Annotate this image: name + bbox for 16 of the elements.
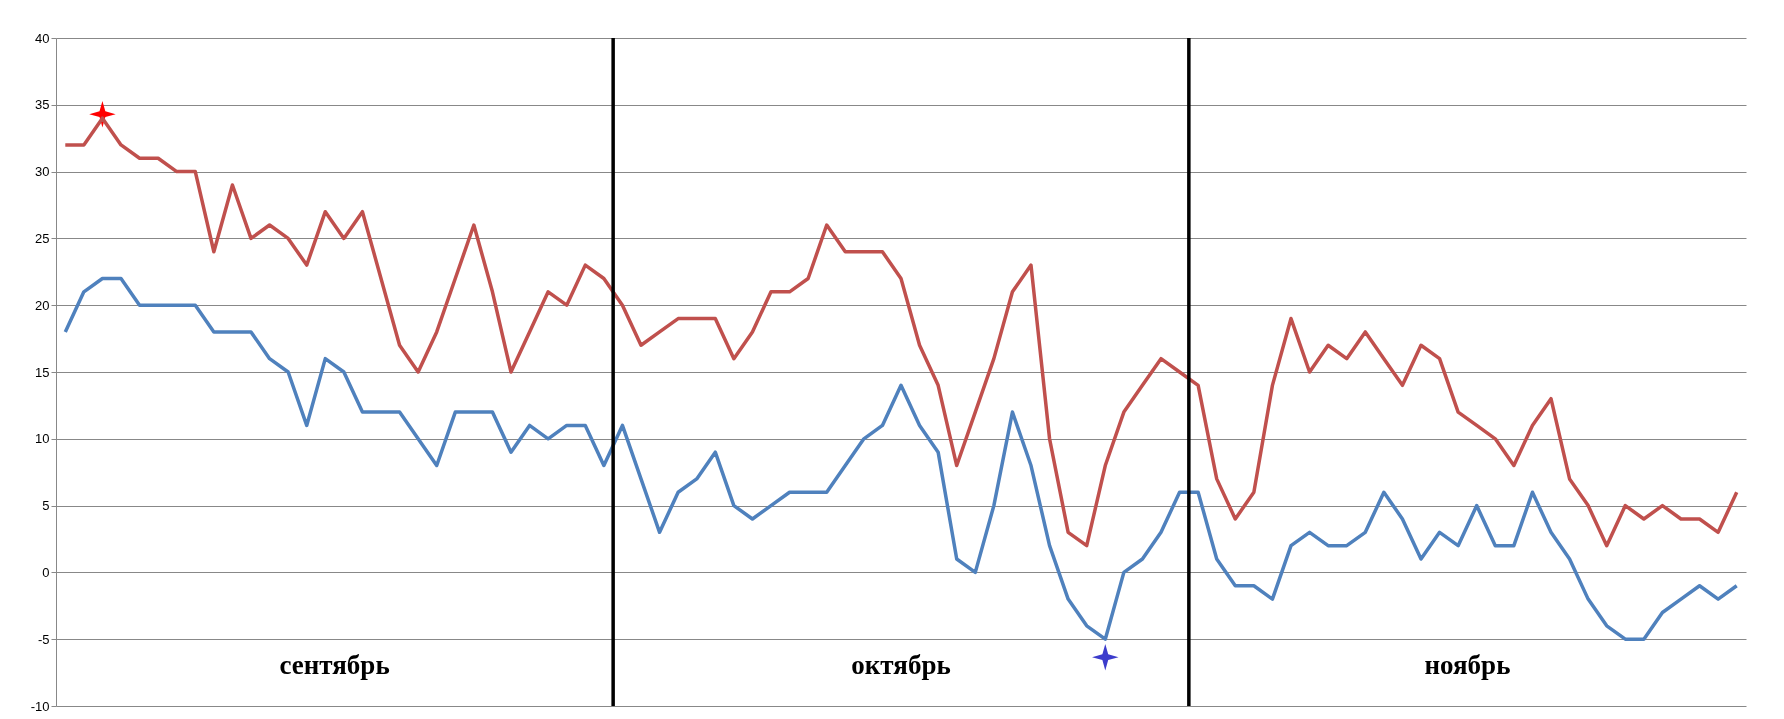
y-tick-label: 40 (35, 30, 50, 46)
line-series (63, 116, 1739, 548)
annotation: октябрь (851, 650, 951, 680)
y-tick-label: 35 (35, 97, 50, 113)
y-tick-label: 5 (42, 498, 50, 514)
line-series (63, 276, 1739, 641)
y-tick-label: -10 (30, 698, 50, 714)
y-tick-label: 10 (35, 431, 50, 447)
y-tick-label: 30 (35, 164, 50, 180)
y-tick-label: 20 (35, 297, 50, 313)
annotation: сентябрь (279, 650, 390, 680)
y-tick-label: 0 (42, 564, 50, 580)
y-tick-label: 25 (35, 230, 50, 246)
y-tick-label: 15 (35, 364, 50, 380)
annotation: ноябрь (1424, 650, 1511, 680)
y-tick-label: -5 (37, 631, 50, 647)
